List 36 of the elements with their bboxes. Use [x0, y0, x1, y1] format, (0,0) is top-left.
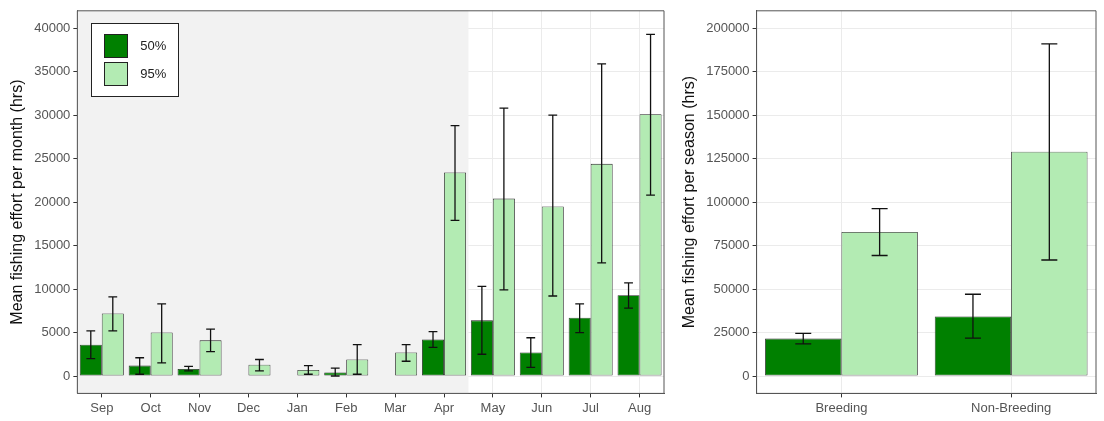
y-axis-title: Mean fishing effort per month (hrs) [8, 79, 26, 325]
x-tick-label: Jun [531, 399, 553, 415]
y-tick-label: 30000 [34, 106, 71, 122]
y-tick-label: 175000 [706, 63, 750, 79]
legend-label: 50% [140, 38, 167, 54]
x-tick-label: Non-Breeding [971, 399, 1052, 415]
x-tick-label: Aug [627, 399, 652, 415]
legend-label: 95% [140, 66, 167, 82]
y-tick-label: 200000 [706, 19, 750, 35]
x-tick-label: Breeding [815, 399, 868, 415]
x-tick-label: May [480, 399, 506, 415]
y-tick-label: 15000 [34, 237, 71, 253]
x-tick-label: Jan [286, 399, 308, 415]
y-tick-label: 25000 [34, 150, 71, 166]
x-tick-label: Dec [236, 399, 261, 415]
x-tick-label: Nov [188, 399, 212, 415]
y-tick-label: 125000 [706, 150, 750, 166]
y-tick-label: 10000 [34, 280, 71, 296]
x-tick-label: Feb [335, 399, 358, 415]
y-tick-label: 20000 [34, 193, 71, 209]
y-tick-label: 150000 [706, 106, 750, 122]
y-tick-label: 50000 [713, 280, 750, 296]
y-tick-label: 5000 [41, 324, 71, 340]
y-tick-label: 100000 [706, 193, 750, 209]
y-tick-label: 0 [742, 367, 750, 383]
y-tick-label: 40000 [34, 19, 71, 35]
x-tick-label: Sep [90, 399, 114, 415]
y-axis-title: Mean fishing effort per season (hrs) [680, 75, 698, 329]
y-tick-label: 75000 [713, 237, 750, 253]
x-tick-label: Oct [140, 399, 162, 415]
x-tick-label: Mar [383, 399, 407, 415]
y-tick-label: 0 [63, 367, 71, 383]
y-tick-label: 35000 [34, 63, 71, 79]
x-tick-label: Jul [582, 399, 600, 415]
y-tick-label: 25000 [713, 324, 750, 340]
x-tick-label: Apr [433, 399, 455, 415]
